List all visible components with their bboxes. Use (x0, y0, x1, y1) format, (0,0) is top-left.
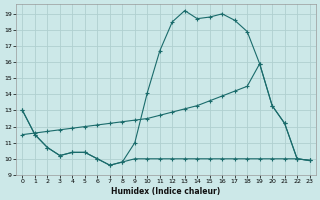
X-axis label: Humidex (Indice chaleur): Humidex (Indice chaleur) (111, 187, 221, 196)
